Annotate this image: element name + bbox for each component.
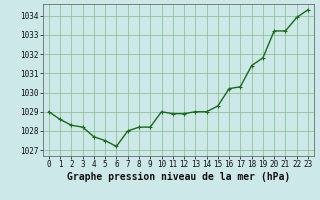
X-axis label: Graphe pression niveau de la mer (hPa): Graphe pression niveau de la mer (hPa) (67, 172, 290, 182)
